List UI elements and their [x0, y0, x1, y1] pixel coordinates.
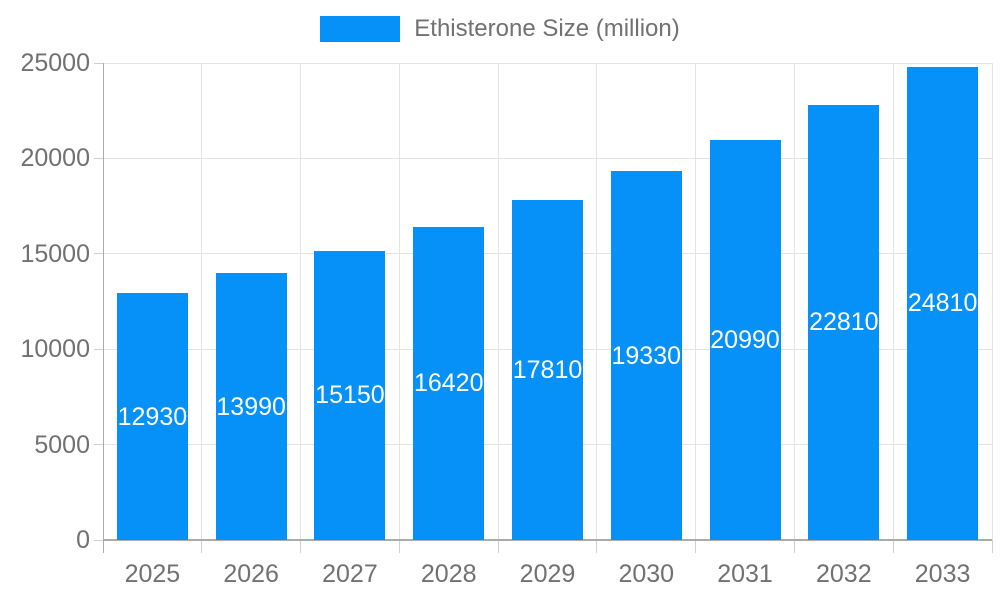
x-axis-tick — [398, 540, 400, 553]
bar-value-label: 19330 — [611, 341, 682, 370]
y-axis-tick — [94, 253, 103, 255]
y-axis-tick — [94, 348, 103, 350]
y-axis-line — [102, 63, 104, 553]
y-axis-tick — [94, 62, 103, 64]
x-axis-tick — [991, 540, 993, 553]
x-gridline — [201, 63, 203, 540]
x-axis-tick — [201, 540, 203, 553]
bar-2032 — [808, 104, 880, 540]
bar-value-label: 22810 — [809, 308, 879, 337]
x-gridline — [892, 63, 894, 540]
x-axis-category-label: 2026 — [223, 560, 279, 588]
x-axis-tick — [695, 540, 697, 553]
y-axis-tick-label: 25000 — [20, 49, 90, 77]
y-axis-tick-label: 0 — [76, 526, 90, 554]
y-axis-tick-label: 5000 — [34, 430, 90, 459]
x-axis-category-label: 2029 — [519, 560, 576, 588]
bar-value-label: 24810 — [907, 289, 978, 318]
y-axis-tick-label: 15000 — [20, 239, 90, 268]
y-gridline — [103, 157, 992, 159]
x-gridline — [398, 63, 400, 540]
x-gridline — [695, 63, 697, 540]
bar-2026 — [215, 273, 287, 540]
legend-swatch — [320, 16, 401, 42]
chart-legend: Ethisterone Size (million) — [0, 16, 1000, 42]
x-axis-tick — [892, 540, 894, 553]
x-axis-category-label: 2025 — [124, 560, 181, 588]
bar-2031 — [709, 139, 781, 540]
bar-value-label: 12930 — [117, 402, 188, 431]
bar-2033 — [907, 66, 979, 540]
x-axis-category-label: 2031 — [717, 560, 773, 588]
x-axis-line — [103, 539, 992, 541]
bar-2027 — [314, 250, 386, 540]
bar-value-label: 15150 — [315, 381, 385, 410]
y-axis-tick — [94, 157, 103, 159]
bar-2025 — [116, 293, 188, 540]
x-axis-category-label: 2033 — [914, 560, 971, 588]
x-gridline — [991, 63, 993, 540]
y-axis-tick — [94, 444, 103, 446]
bar-2030 — [610, 171, 682, 540]
bar-value-label: 16420 — [413, 369, 484, 398]
bar-2028 — [413, 226, 485, 540]
x-axis-category-label: 2030 — [618, 560, 675, 588]
y-axis-tick — [94, 539, 103, 541]
y-axis-tick-label: 10000 — [20, 335, 90, 364]
x-gridline — [497, 63, 499, 540]
x-gridline — [596, 63, 598, 540]
y-axis-tick-label: 20000 — [20, 144, 90, 173]
x-axis-tick — [596, 540, 598, 553]
x-axis-tick — [497, 540, 499, 553]
x-gridline — [793, 63, 795, 540]
y-gridline — [103, 62, 992, 64]
bar-2029 — [512, 200, 583, 540]
x-axis-category-label: 2028 — [420, 560, 477, 588]
x-axis-category-label: 2032 — [816, 560, 872, 588]
x-axis-tick — [793, 540, 795, 553]
bar-value-label: 17810 — [512, 356, 583, 385]
bar-value-label: 13990 — [216, 392, 286, 421]
bar-value-label: 20990 — [710, 325, 780, 354]
x-axis-tick — [300, 540, 302, 553]
x-axis-category-label: 2027 — [322, 560, 378, 588]
legend-label: Ethisterone Size (million) — [414, 15, 680, 42]
x-gridline — [300, 63, 302, 540]
